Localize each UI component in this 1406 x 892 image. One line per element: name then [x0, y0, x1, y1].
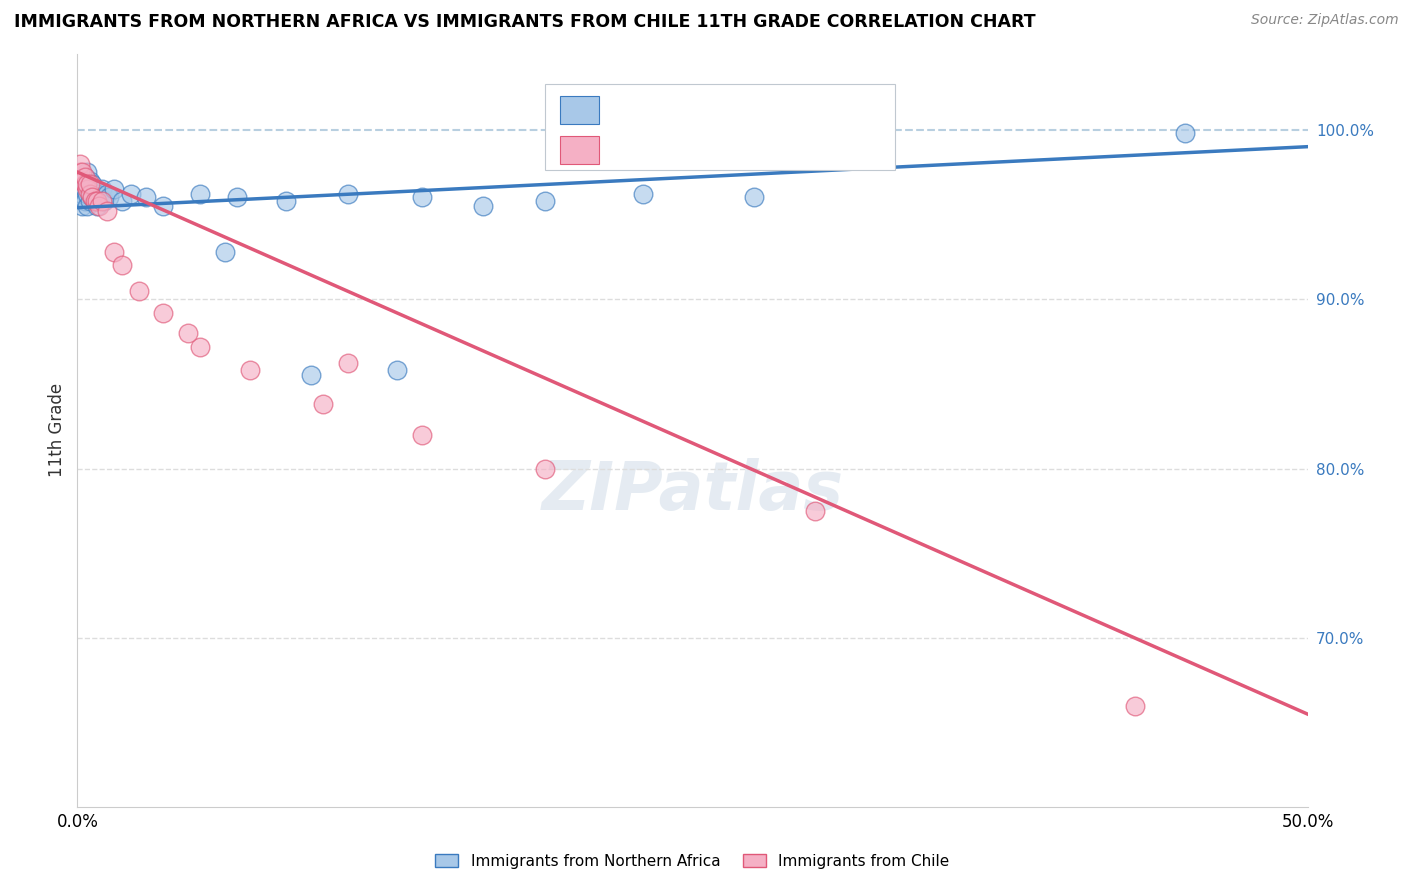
Point	[135, 190, 157, 204]
Point	[111, 194, 132, 208]
Point	[534, 194, 557, 208]
Point	[121, 187, 143, 202]
Point	[86, 194, 108, 208]
Point	[103, 182, 125, 196]
FancyBboxPatch shape	[560, 136, 599, 164]
Point	[96, 204, 118, 219]
Point	[73, 177, 96, 191]
Point	[276, 194, 298, 208]
Point	[69, 165, 91, 179]
Text: IMMIGRANTS FROM NORTHERN AFRICA VS IMMIGRANTS FROM CHILE 11TH GRADE CORRELATION : IMMIGRANTS FROM NORTHERN AFRICA VS IMMIG…	[14, 13, 1036, 31]
Point	[76, 199, 98, 213]
Point	[70, 199, 93, 213]
Point	[152, 199, 174, 213]
Point	[177, 326, 200, 340]
Point	[70, 187, 93, 202]
Point	[93, 194, 115, 208]
Point	[79, 177, 101, 191]
Point	[83, 194, 105, 208]
Point	[96, 187, 118, 202]
Point	[103, 244, 125, 259]
Point	[312, 397, 335, 411]
Point	[534, 461, 557, 475]
Text: R =   0.308   N = 44: R = 0.308 N = 44	[614, 103, 776, 118]
Point	[387, 363, 409, 377]
Text: R = -0.640   N = 29: R = -0.640 N = 29	[614, 143, 772, 158]
Point	[89, 199, 111, 213]
Point	[128, 284, 150, 298]
Point	[214, 244, 236, 259]
Y-axis label: 11th Grade: 11th Grade	[48, 384, 66, 477]
Point	[83, 194, 105, 208]
Point	[70, 173, 93, 187]
Point	[76, 177, 98, 191]
Point	[76, 165, 98, 179]
Point	[299, 368, 322, 383]
Point	[98, 190, 121, 204]
Point	[79, 194, 101, 208]
Point	[86, 187, 108, 202]
Point	[152, 306, 174, 320]
FancyBboxPatch shape	[546, 84, 896, 170]
Point	[79, 182, 101, 196]
Point	[226, 190, 249, 204]
Point	[82, 190, 104, 204]
Text: Source: ZipAtlas.com: Source: ZipAtlas.com	[1251, 13, 1399, 28]
Point	[411, 427, 433, 442]
Point	[76, 187, 98, 202]
Point	[411, 190, 433, 204]
Point	[472, 199, 495, 213]
Point	[633, 187, 655, 202]
Point	[111, 258, 132, 272]
Point	[69, 190, 91, 204]
Point	[804, 504, 827, 518]
FancyBboxPatch shape	[560, 95, 599, 124]
Point	[239, 363, 262, 377]
Text: ZIPatlas: ZIPatlas	[541, 458, 844, 524]
Point	[190, 187, 212, 202]
Point	[79, 173, 101, 187]
Point	[1125, 698, 1147, 713]
Point	[73, 170, 96, 185]
Point	[337, 187, 360, 202]
Point	[82, 190, 104, 204]
Point	[337, 356, 360, 370]
Point	[70, 173, 93, 187]
Point	[83, 182, 105, 196]
Point	[76, 177, 98, 191]
Point	[79, 187, 101, 202]
Point	[73, 182, 96, 196]
Point	[69, 177, 91, 191]
Point	[82, 177, 104, 191]
Point	[90, 194, 114, 208]
Point	[1174, 126, 1197, 140]
Point	[70, 165, 93, 179]
Point	[73, 170, 96, 185]
Point	[69, 156, 91, 170]
Legend: Immigrants from Northern Africa, Immigrants from Chile: Immigrants from Northern Africa, Immigra…	[429, 847, 956, 875]
Point	[190, 340, 212, 354]
Point	[89, 190, 111, 204]
Point	[73, 194, 96, 208]
Point	[742, 190, 765, 204]
Point	[90, 182, 114, 196]
Point	[86, 199, 108, 213]
Point	[76, 182, 98, 196]
